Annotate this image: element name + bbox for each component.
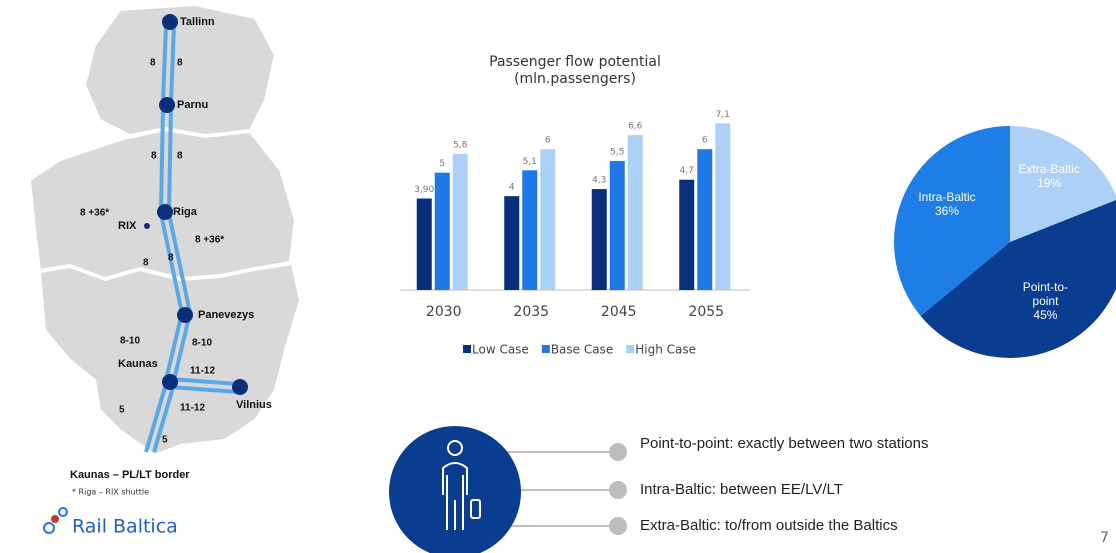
value-label: 6	[702, 136, 708, 146]
value-label: 5	[439, 159, 445, 169]
pie-value-label: 36%	[935, 204, 960, 219]
pie-slice	[894, 126, 1010, 316]
pie-label: Intra-Baltic 36%	[907, 190, 987, 218]
segment-label: 8	[177, 151, 183, 162]
legend-swatch	[541, 345, 550, 353]
bar	[715, 123, 731, 291]
legend-label: High Case	[635, 343, 696, 357]
value-label: 7,1	[716, 110, 730, 120]
station-node	[162, 14, 178, 30]
pie-value-label: 45%	[1033, 307, 1058, 322]
legend-icon	[389, 426, 627, 553]
value-label: 5,8	[453, 140, 468, 150]
value-label: 5,1	[523, 157, 537, 167]
station-label: Vilnius	[236, 399, 272, 411]
legend-item: Intra-Baltic: between EE/LV/LT	[640, 481, 843, 498]
pie-slice	[1010, 126, 1116, 242]
logo-icon	[43, 507, 68, 534]
segment-label: 11-12	[190, 366, 215, 377]
station-label: Panevezys	[198, 309, 254, 321]
bar	[434, 172, 450, 290]
value-label: 3,90	[414, 185, 434, 195]
segment-label: 5	[162, 435, 168, 446]
pie-slice	[920, 200, 1116, 358]
station-node	[159, 97, 175, 113]
pie-value-label: 19%	[1037, 176, 1062, 191]
station-node	[157, 204, 173, 220]
map-footnote: * Riga – RIX shuttle	[72, 488, 149, 497]
bar	[609, 160, 625, 290]
station-node	[144, 223, 150, 229]
station-label: Riga	[173, 206, 198, 218]
segment-label: 5	[119, 405, 125, 416]
station-node	[232, 379, 248, 395]
station-label: Kaunas	[118, 358, 158, 370]
value-label: 4,7	[680, 166, 694, 176]
segment-label: 8	[150, 58, 156, 69]
legend-item: Point-to-point: exactly between two stat…	[640, 435, 929, 452]
segment-label: 8-10	[192, 338, 212, 349]
routes	[144, 23, 239, 453]
bar	[540, 149, 556, 290]
station-node	[162, 374, 178, 390]
value-label: 6,6	[628, 122, 643, 132]
segment-label: 8 +36*	[195, 235, 224, 246]
segment-label: 8	[151, 151, 157, 162]
pie-category: Point-to-point	[1022, 279, 1069, 308]
legend-label: Low Case	[472, 343, 529, 357]
value-label: 5,5	[610, 147, 624, 157]
bar	[522, 170, 538, 290]
page-number: 7	[1100, 530, 1109, 546]
x-tick-label: 2055	[688, 304, 724, 320]
segment-label: 8	[143, 258, 149, 269]
segment-label: 11-12	[180, 403, 205, 414]
value-label: 6	[545, 136, 551, 146]
bar	[504, 196, 520, 290]
bar	[627, 135, 643, 290]
bar	[416, 198, 432, 290]
map-caption: Kaunas – PL/LT border	[70, 469, 190, 481]
segment-label: 8 +36*	[80, 208, 109, 219]
bar	[452, 153, 468, 290]
bar	[679, 179, 695, 290]
station-label: Parnu	[177, 99, 208, 111]
segment-label: 8	[177, 58, 183, 69]
pie-label: Extra-Baltic 19%	[1009, 162, 1089, 190]
pie-category: Intra-Baltic	[918, 190, 976, 205]
legend-item: Extra-Baltic: to/from outside the Baltic…	[640, 517, 898, 534]
x-tick-label: 2035	[513, 304, 549, 320]
x-tick-label: 2045	[601, 304, 637, 320]
segment-label: 8	[168, 253, 174, 264]
value-label: 4,3	[592, 176, 606, 186]
legend-swatch	[626, 345, 635, 353]
pie-category: Extra-Baltic	[1018, 162, 1080, 177]
pie-label: Point-to-point 45%	[1005, 280, 1085, 322]
station-node	[177, 307, 193, 323]
segment-label: 8-10	[120, 336, 140, 347]
legend-label: Base Case	[551, 343, 613, 357]
bar	[697, 149, 713, 290]
bar	[591, 189, 607, 290]
value-label: 4	[509, 183, 515, 193]
logo-text: Rail Baltica	[72, 516, 178, 538]
station-label: RIX	[118, 220, 137, 232]
chart-subtitle: (mln.passengers)	[514, 71, 636, 87]
legend-swatch	[463, 345, 471, 353]
chart-title: Passenger flow potential	[489, 54, 661, 70]
station-label: Tallinn	[180, 16, 215, 28]
x-tick-label: 2030	[426, 304, 462, 320]
